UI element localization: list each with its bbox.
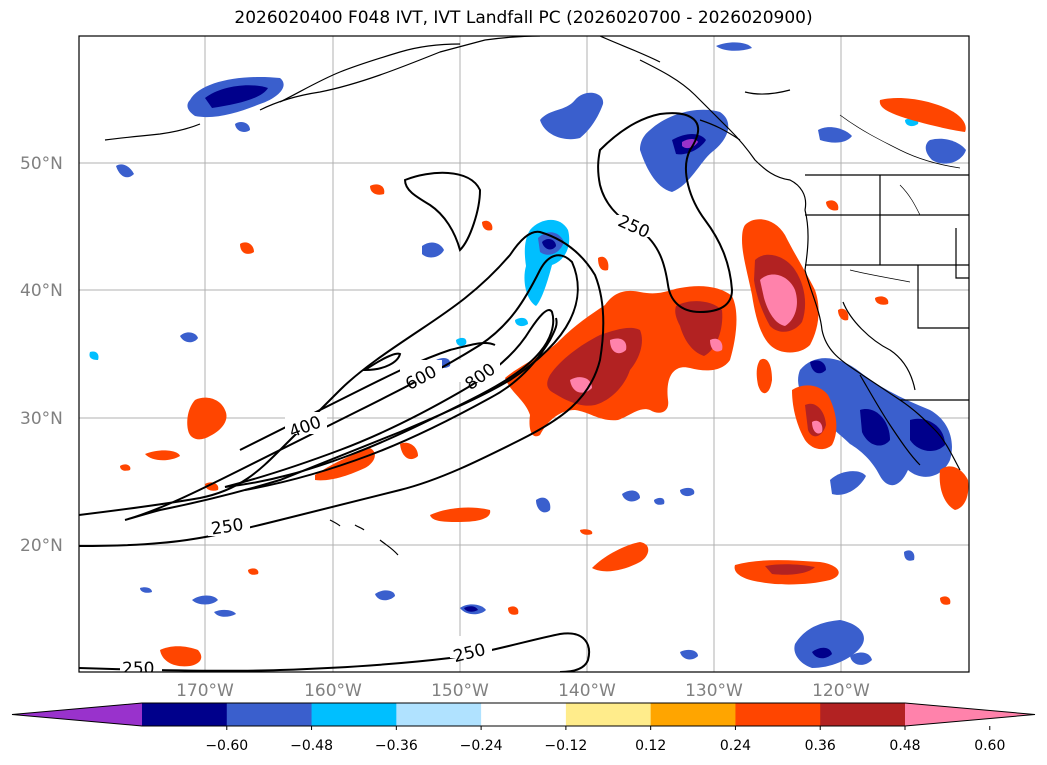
subtropical-anomaly — [734, 560, 839, 585]
colorbar-tick-label: 0.12 — [635, 738, 666, 754]
atmospheric-river-anomaly — [505, 286, 737, 437]
lat-label-20n: 20°N — [20, 536, 63, 556]
colorbar-segment — [396, 703, 482, 726]
colorbar-segment — [226, 703, 313, 726]
colorbar-segment — [481, 703, 567, 726]
contour-250-outer — [79, 230, 605, 547]
coastlines — [104, 36, 969, 556]
state-borders — [839, 114, 961, 283]
contour-600 — [224, 309, 555, 488]
colorbar-segment — [142, 703, 228, 726]
bc-coast-anomaly — [640, 109, 729, 192]
ivt-contours — [79, 112, 734, 672]
lon-label-130w: 130°W — [685, 681, 743, 701]
colorbar-extend-low — [12, 703, 142, 726]
baja-anomaly — [798, 358, 952, 495]
colorbar-tick-label: −0.24 — [460, 738, 503, 754]
alaska-anomaly — [187, 76, 284, 132]
midpacific-anomaly — [524, 219, 570, 306]
map-title: 2026020400 F048 IVT, IVT Landfall PC (20… — [234, 8, 813, 28]
california-anomaly — [742, 219, 819, 353]
contour-label-250-west: 250 — [210, 515, 245, 539]
contour-250-bc — [597, 112, 734, 314]
colorbar-tick-label: 0.24 — [720, 738, 751, 754]
contour-800-inner — [244, 317, 558, 491]
latitude-labels: 50°N 40°N 30°N 20°N — [20, 154, 63, 556]
colorbar-tick-label: 0.60 — [974, 738, 1005, 754]
negative-anomaly-patches — [89, 42, 966, 668]
colorbar-outline — [11, 702, 1036, 727]
colorbar-tick-label: −0.48 — [290, 738, 333, 754]
colorbar-tick-label: −0.60 — [205, 738, 248, 754]
lon-label-150w: 150°W — [431, 681, 489, 701]
colorbar-segment — [820, 703, 906, 726]
positive-anomaly-patches — [120, 98, 969, 667]
colorbar-segment — [311, 703, 397, 726]
colorbar-segment — [735, 703, 821, 726]
colorbar: −0.60 −0.48 −0.36 −0.24 −0.12 0.12 0.24 0.36 0.4… — [11, 702, 1036, 754]
lon-label-140w: 140°W — [558, 681, 616, 701]
lat-label-50n: 50°N — [20, 154, 63, 174]
lat-label-30n: 30°N — [20, 409, 63, 429]
colorbar-extend-high — [905, 703, 1035, 726]
map-frame — [78, 35, 970, 673]
colorbar-tick-label: 0.48 — [889, 738, 920, 754]
lon-label-120w: 120°W — [812, 681, 870, 701]
contour-250-north — [403, 171, 482, 252]
colorbar-segment — [565, 703, 652, 726]
longitude-labels: 170°W 160°W 150°W 140°W 130°W 120°W — [176, 681, 870, 701]
colorbar-tick-label: −0.12 — [544, 738, 587, 754]
lon-label-170w: 170°W — [176, 681, 234, 701]
colorbar-tick-label: 0.36 — [805, 738, 836, 754]
colorbar-segment — [650, 703, 736, 726]
lon-label-160w: 160°W — [304, 681, 362, 701]
lat-label-40n: 40°N — [20, 281, 63, 301]
gulf-alaska-anomaly — [540, 92, 604, 140]
colorbar-tick-label: −0.36 — [375, 738, 418, 754]
contour-label-250-southwest: 250 — [122, 659, 154, 679]
